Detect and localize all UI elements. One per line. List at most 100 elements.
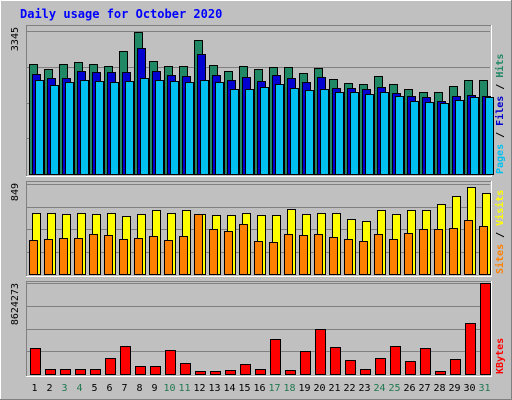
bar-kbytes-day-16 <box>255 369 266 375</box>
bar-kbytes-day-27 <box>420 348 431 375</box>
bar-sites-day-17 <box>269 242 278 275</box>
bar-kbytes-day-20 <box>315 329 326 375</box>
bar-sites-day-30 <box>464 220 473 275</box>
bar-kbytes-day-11 <box>180 363 191 375</box>
bar-sites-day-21 <box>329 237 338 275</box>
bar-sites-day-28 <box>434 229 443 275</box>
x-label-day-5: 5 <box>91 383 97 394</box>
bar-sites-day-15 <box>239 224 248 275</box>
panel-hits-files-pages: 3345 Pages / Files / Hits <box>10 25 506 177</box>
bar-kbytes-day-13 <box>210 371 221 375</box>
bar-kbytes-day-4 <box>75 369 86 375</box>
bar-pages-day-19 <box>305 90 314 175</box>
bar-pages-day-5 <box>95 81 104 175</box>
bar-pages-day-30 <box>470 97 479 175</box>
bar-pages-day-28 <box>440 103 449 175</box>
bar-pages-day-9 <box>155 80 164 175</box>
panels-group: 3345 Pages / Files / Hits 849 Sites / Visit… <box>10 25 506 377</box>
x-label-day-30: 30 <box>463 383 475 394</box>
x-label-day-27: 27 <box>418 383 430 394</box>
bar-pages-day-2 <box>50 85 59 175</box>
bar-sites-day-16 <box>254 241 263 275</box>
bar-sites-day-9 <box>149 236 158 275</box>
bar-sites-day-26 <box>404 233 413 275</box>
series-legend-label: KBytes <box>495 338 506 374</box>
x-label-day-21: 21 <box>328 383 340 394</box>
bar-pages-day-29 <box>455 100 464 175</box>
legend-part--: / <box>495 78 506 96</box>
bar-sites-day-19 <box>299 235 308 275</box>
bar-pages-day-21 <box>335 92 344 175</box>
x-label-day-2: 2 <box>46 383 52 394</box>
bar-pages-day-24 <box>380 92 389 175</box>
bar-sites-day-8 <box>134 238 143 275</box>
bar-kbytes-day-10 <box>165 350 176 375</box>
x-label-day-16: 16 <box>253 383 265 394</box>
bar-pages-day-8 <box>140 78 149 175</box>
panel-kbytes: 8624273 KBytes <box>10 281 506 377</box>
x-label-day-25: 25 <box>388 383 400 394</box>
bar-kbytes-day-14 <box>225 370 236 375</box>
bar-sites-day-25 <box>389 239 398 275</box>
legend-part-hits: Hits <box>494 54 506 78</box>
bar-pages-day-22 <box>350 92 359 175</box>
bar-sites-day-13 <box>209 229 218 275</box>
legend-part-pages: Pages <box>495 144 506 174</box>
bar-sites-day-14 <box>224 231 233 275</box>
bar-sites-day-24 <box>374 234 383 275</box>
bar-kbytes-day-28 <box>435 371 446 375</box>
x-label-day-22: 22 <box>343 383 355 394</box>
bar-pages-day-4 <box>80 80 89 175</box>
x-label-day-28: 28 <box>433 383 445 394</box>
bar-sites-day-27 <box>419 229 428 275</box>
bar-kbytes-day-12 <box>195 371 206 375</box>
bar-kbytes-day-19 <box>300 351 311 375</box>
bar-pages-day-18 <box>290 88 299 175</box>
bar-pages-day-13 <box>215 82 224 175</box>
bar-sites-day-18 <box>284 234 293 275</box>
x-label-day-9: 9 <box>151 383 157 394</box>
bar-sites-day-4 <box>74 238 83 275</box>
y-max-label: 849 <box>10 183 21 201</box>
bar-kbytes-day-25 <box>390 346 401 375</box>
bar-pages-day-11 <box>185 82 194 175</box>
bar-kbytes-day-26 <box>405 361 416 375</box>
bar-kbytes-day-30 <box>465 323 476 375</box>
x-label-day-1: 1 <box>31 383 37 394</box>
bar-kbytes-day-8 <box>135 366 146 375</box>
series-pages <box>35 78 494 175</box>
bar-pages-day-20 <box>320 89 329 175</box>
legend-part-visits: Visits <box>494 190 506 226</box>
legend-part-files: Files <box>494 96 506 126</box>
x-label-day-29: 29 <box>448 383 460 394</box>
bar-kbytes-day-18 <box>285 370 296 375</box>
bar-kbytes-day-24 <box>375 358 386 375</box>
bar-kbytes-day-6 <box>105 358 116 375</box>
bar-sites-day-6 <box>104 235 113 275</box>
bar-kbytes-day-21 <box>330 347 341 375</box>
x-label-day-11: 11 <box>178 383 190 394</box>
bar-pages-day-12 <box>200 80 209 175</box>
x-label-day-19: 19 <box>298 383 310 394</box>
bar-sites-day-29 <box>449 228 458 275</box>
bar-kbytes-day-22 <box>345 360 356 375</box>
y-max-label: 8624273 <box>10 283 21 325</box>
x-label-day-24: 24 <box>373 383 385 394</box>
x-label-day-7: 7 <box>121 383 127 394</box>
bar-kbytes-day-5 <box>90 369 101 375</box>
bar-sites-day-31 <box>479 226 488 275</box>
bar-kbytes-day-31 <box>480 283 491 375</box>
bar-sites-day-2 <box>44 239 53 275</box>
x-label-day-4: 4 <box>76 383 82 394</box>
bar-pages-day-25 <box>395 96 404 175</box>
bar-sites-day-3 <box>59 238 68 275</box>
bar-kbytes-day-3 <box>60 369 71 375</box>
x-axis-labels: 1 2 3 4 5 6 7 8 9 10 11 12 13 14 15 16 17 18 19 20 21 22 23 24 2… <box>31 383 490 394</box>
x-label-day-26: 26 <box>403 383 415 394</box>
bar-pages-day-23 <box>365 94 374 175</box>
bar-sites-day-10 <box>164 240 173 275</box>
legend-part--: / <box>495 226 506 244</box>
bar-pages-day-7 <box>125 81 134 175</box>
bar-pages-day-14 <box>230 89 239 175</box>
